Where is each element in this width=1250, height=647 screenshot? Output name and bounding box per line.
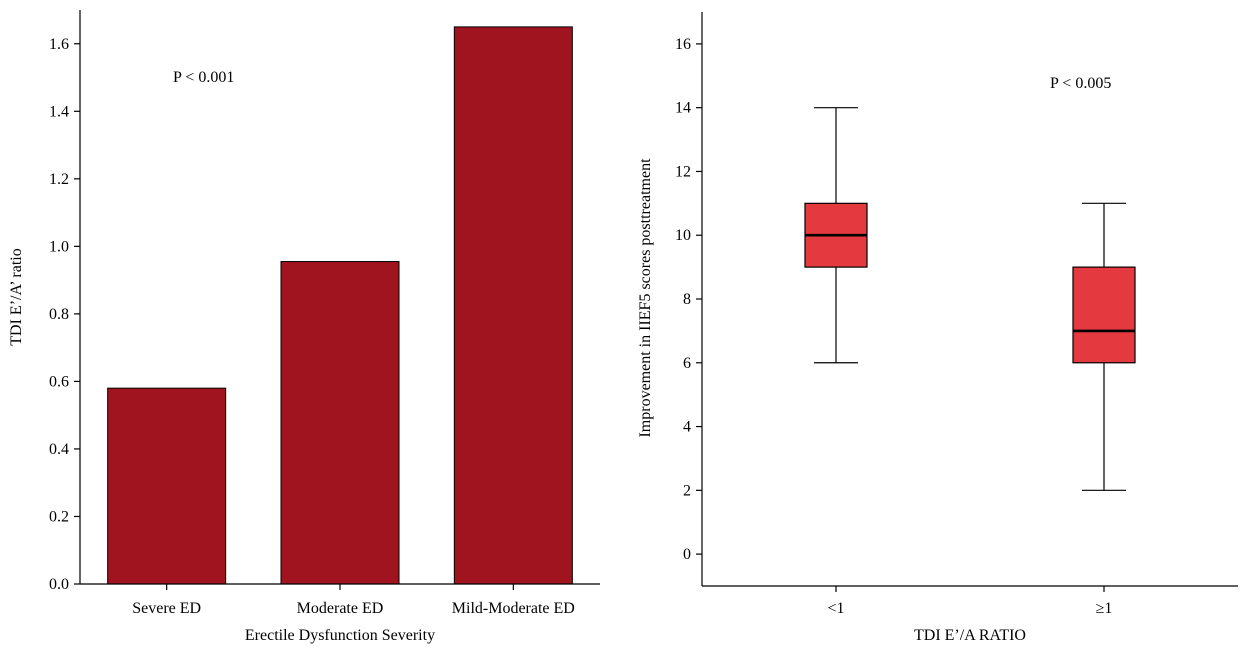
p-value-annotation: P < 0.005 [1050,75,1111,92]
bar-series [107,26,573,585]
y-tick-label: 2 [683,482,691,499]
x-tick-label: Severe ED [132,600,201,617]
x-tick-label: Mild-Moderate ED [452,600,575,617]
x-tick-label: <1 [827,600,844,617]
y-tick-label: 1.2 [49,171,69,188]
x-tick-label: Moderate ED [297,600,384,617]
x-axis-label: TDI E’/A RATIO [914,627,1026,644]
bar [280,261,400,585]
x-tick-label: ≥1 [1096,600,1113,617]
box-series [804,107,1136,491]
iqr-box [1072,266,1136,364]
y-tick-label: 4 [683,419,691,436]
y-tick-label: 14 [675,100,691,117]
x-ticks: <1 ≥1 [827,586,1112,617]
y-tick-label: 0.8 [49,306,69,323]
box-plot: 0 2 4 6 8 10 12 14 16 <1 ≥1 TDI E’/A RATIO Improv… [637,12,1238,644]
y-axis-label: TDI E’/A’ ratio [8,248,25,345]
y-tick-label: 12 [675,163,691,180]
y-axis-label: Improvement in IIEF5 scores posttreatmen… [637,158,654,438]
y-tick-label: 10 [675,227,691,244]
y-tick-label: 16 [675,36,691,53]
y-tick-label: 0 [683,546,691,563]
x-ticks: Severe ED Moderate ED Mild-Moderate ED [132,584,575,617]
y-tick-label: 1.4 [49,103,69,120]
bar [453,26,573,585]
bar-chart: 0.0 0.2 0.4 0.6 0.8 1.0 1.2 1.4 1.6 Severe ED Mod… [8,10,600,644]
y-tick-label: 6 [683,355,691,372]
x-axis-label: Erectile Dysfunction Severity [245,627,435,644]
y-tick-label: 0.4 [49,441,69,458]
p-value-annotation: P < 0.001 [173,69,234,86]
y-tick-label: 0.2 [49,508,69,525]
y-ticks: 0 2 4 6 8 10 12 14 16 [675,36,702,563]
y-ticks: 0.0 0.2 0.4 0.6 0.8 1.0 1.2 1.4 1.6 [49,36,80,593]
y-tick-label: 0.0 [49,576,69,593]
y-tick-label: 1.0 [49,238,69,255]
y-tick-label: 1.6 [49,36,69,53]
y-tick-label: 0.6 [49,373,69,390]
y-tick-label: 8 [683,291,691,308]
bar [107,387,227,585]
